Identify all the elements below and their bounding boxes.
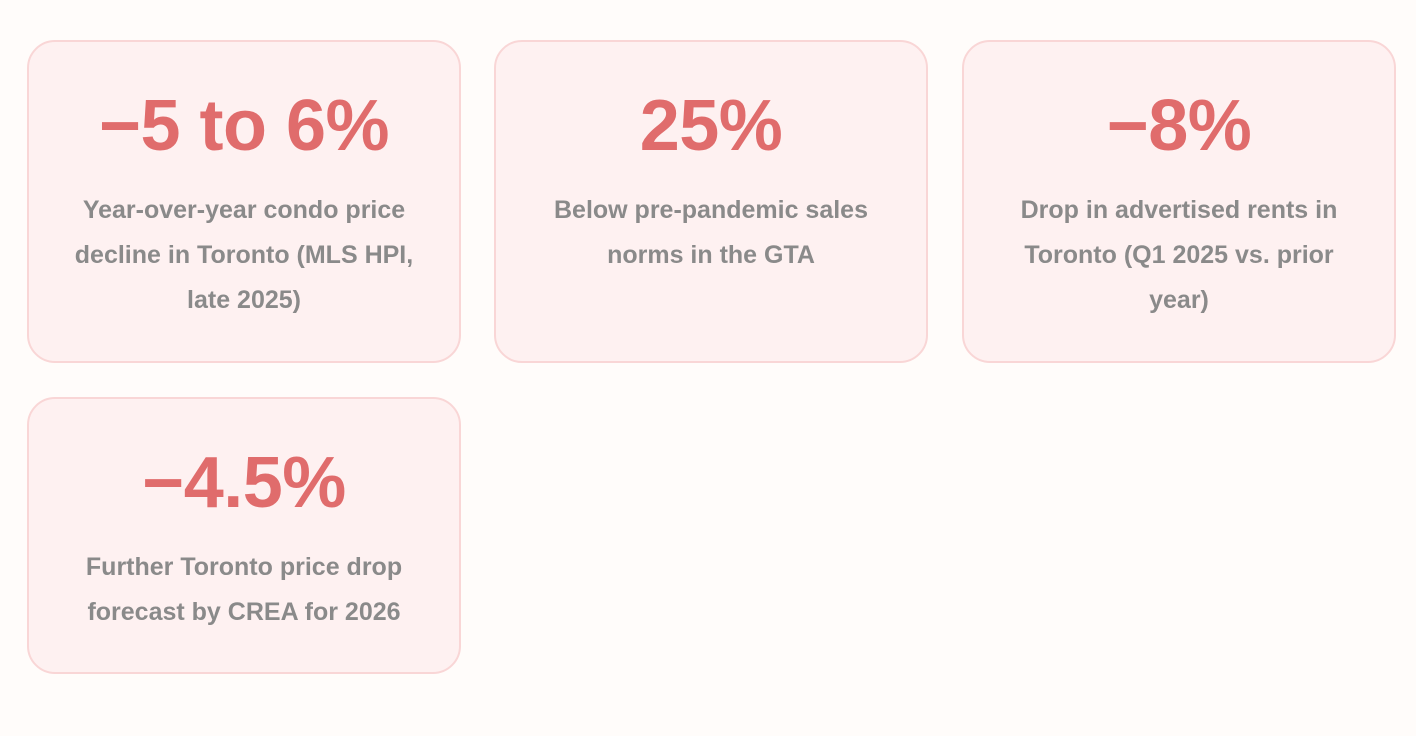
stat-description: Further Toronto price drop forecast by C… [85, 553, 403, 626]
stat-card-sales-below-norms: 25% Below pre-pandemic sales norms in th… [494, 40, 928, 363]
stat-value: 25% [639, 86, 783, 166]
stat-value: −8% [1106, 86, 1252, 166]
stat-value: −4.5% [142, 443, 346, 523]
stat-card-rent-drop: −8% Drop in advertised rents in Toronto … [962, 40, 1396, 363]
stat-description: Drop in advertised rents in Toronto (Q1 … [1020, 196, 1338, 314]
stat-value: −5 to 6% [98, 86, 390, 166]
stat-card-price-forecast: −4.5% Further Toronto price drop forecas… [27, 397, 461, 674]
stat-description: Below pre-pandemic sales norms in the GT… [553, 196, 868, 269]
stat-card-condo-price-decline: −5 to 6% Year-over-year condo price decl… [27, 40, 461, 363]
stat-description: Year-over-year condo price decline in To… [74, 196, 414, 314]
